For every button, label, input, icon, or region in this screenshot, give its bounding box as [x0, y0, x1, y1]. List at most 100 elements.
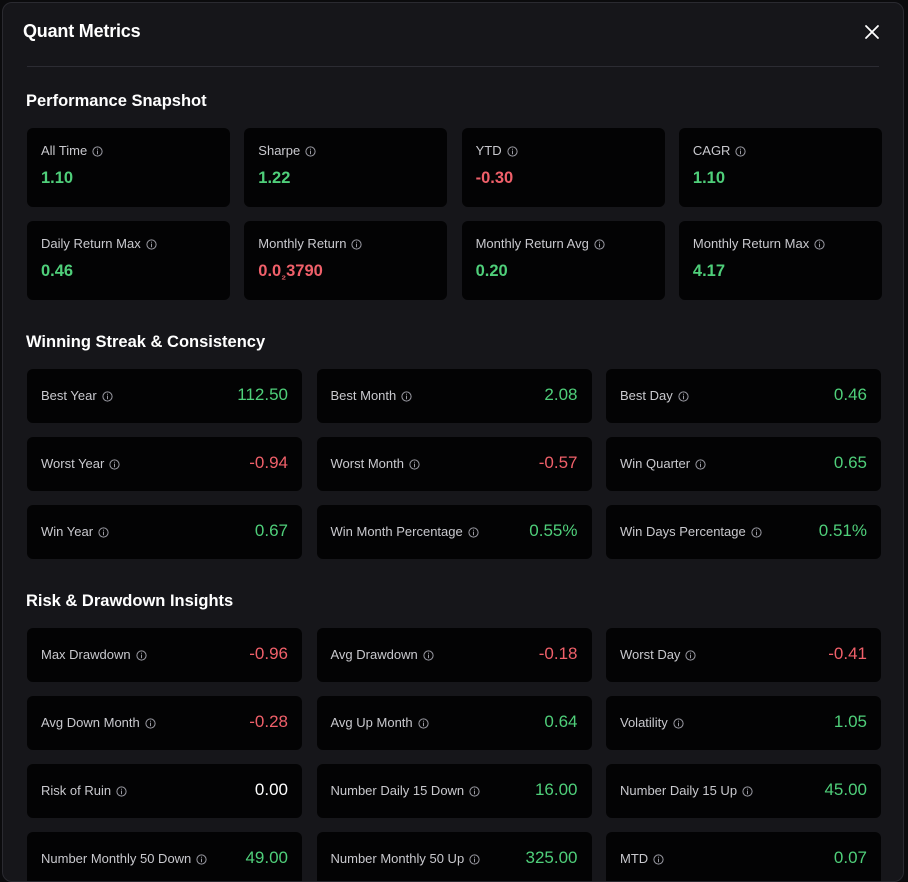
metric-card-monthly-return-max: Monthly Return Max 4.17: [678, 221, 882, 300]
metric-value: 1.10: [41, 169, 74, 187]
metric-value: 0.55%: [529, 521, 578, 540]
metric-value: 0.64: [544, 712, 578, 731]
info-icon[interactable]: [418, 717, 429, 729]
info-icon[interactable]: [751, 526, 762, 538]
metric-card-number-daily-15-down: Number Daily 15 Down 16.00: [316, 764, 592, 818]
info-icon[interactable]: [678, 390, 689, 402]
metric-card-monthly-return: Monthly Return 0.0₂3790: [244, 221, 448, 300]
metric-label: Avg Down Month: [41, 715, 140, 730]
metric-card-cagr: CAGR 1.10: [678, 128, 882, 207]
metric-value: 1.22: [258, 169, 291, 187]
metric-label: Monthly Return Avg: [475, 236, 589, 251]
info-icon[interactable]: [594, 238, 605, 250]
header-divider: [27, 66, 879, 67]
metric-card-risk-of-ruin: Risk of Ruin 0.00: [27, 764, 302, 818]
metric-label: Best Month: [330, 388, 397, 403]
metric-label: Worst Year: [41, 456, 105, 471]
info-icon[interactable]: [742, 785, 753, 797]
info-icon[interactable]: [92, 145, 103, 157]
metric-card-win-quarter: Win Quarter 0.65: [606, 437, 881, 491]
metric-card-mtd: MTD 0.07: [606, 832, 881, 881]
metric-card-monthly-return-avg: Monthly Return Avg 0.20: [461, 221, 665, 300]
metric-card-avg-down-month: Avg Down Month -0.28: [27, 696, 302, 750]
metric-value: 1.05: [833, 712, 867, 731]
metric-label: All Time: [41, 143, 88, 158]
info-icon[interactable]: [102, 390, 113, 402]
info-icon[interactable]: [109, 458, 120, 470]
metric-label: Volatility: [620, 715, 668, 730]
metric-card-daily-return-max: Daily Return Max 0.46: [27, 221, 230, 300]
info-icon[interactable]: [469, 785, 480, 797]
info-icon[interactable]: [305, 145, 316, 157]
metric-card-number-monthly-50-up: Number Monthly 50 Up 325.00: [316, 832, 592, 881]
info-icon[interactable]: [673, 717, 684, 729]
section-title-risk: Risk & Drawdown Insights: [26, 592, 234, 610]
metric-label: Risk of Ruin: [41, 783, 112, 798]
info-icon[interactable]: [685, 649, 697, 661]
metric-value: 0.07: [833, 848, 867, 867]
info-icon[interactable]: [814, 238, 825, 250]
info-icon[interactable]: [695, 458, 706, 470]
metric-label: Win Year: [41, 524, 94, 539]
metric-value: 4.17: [692, 262, 726, 280]
metric-label: Monthly Return Max: [692, 236, 810, 251]
info-icon[interactable]: [423, 649, 434, 661]
metric-label: Number Monthly 50 Down: [41, 851, 192, 866]
metric-value: 16.00: [534, 780, 578, 799]
metric-value: -0.41: [828, 644, 867, 663]
performance-grid: All Time 1.10 Sharpe 1.22 YTD -0.30 CAGR…: [27, 128, 882, 300]
metric-value: 0.46: [41, 262, 74, 280]
info-icon[interactable]: [653, 853, 664, 865]
info-icon[interactable]: [469, 853, 480, 865]
info-icon[interactable]: [135, 649, 147, 661]
metric-value: 0.20: [475, 262, 508, 280]
metric-card-all-time: All Time 1.10: [27, 128, 230, 207]
metric-label: Daily Return Max: [41, 236, 141, 251]
metric-label: Win Days Percentage: [620, 524, 746, 539]
metric-value: -0.96: [249, 644, 288, 663]
metric-card-best-month: Best Month 2.08: [316, 369, 592, 423]
metric-label: Number Daily 15 Down: [330, 783, 465, 798]
value-prefix: 0.0: [258, 262, 282, 280]
metric-card-number-daily-15-up: Number Daily 15 Up 45.00: [606, 764, 881, 818]
value-suffix: 3790: [286, 262, 323, 280]
metric-value: 0.46: [833, 385, 867, 404]
metric-label: Best Year: [41, 388, 97, 403]
metric-label: Monthly Return: [258, 236, 347, 251]
info-icon[interactable]: [409, 458, 420, 470]
info-icon[interactable]: [506, 145, 518, 157]
metric-value: 0.51%: [818, 521, 867, 540]
metric-value: -0.94: [249, 453, 288, 472]
info-icon[interactable]: [116, 785, 127, 797]
info-icon[interactable]: [351, 238, 363, 250]
metric-value: 0.0₂3790: [258, 262, 323, 282]
risk-grid: Max Drawdown -0.96 Avg Drawdown -0.18 Wo…: [27, 628, 881, 881]
metric-card-best-year: Best Year 112.50: [27, 369, 302, 423]
metric-value: -0.28: [249, 712, 288, 731]
modal-title: Quant Metrics: [23, 21, 141, 41]
info-icon[interactable]: [401, 390, 412, 402]
metric-label: MTD: [620, 851, 649, 866]
info-icon[interactable]: [735, 145, 747, 157]
metric-value: 0.00: [254, 780, 288, 799]
metric-label: Best Day: [620, 388, 673, 403]
metric-label: Sharpe: [258, 143, 301, 158]
metric-label: Avg Up Month: [330, 715, 413, 730]
metric-label: Number Daily 15 Up: [620, 783, 738, 798]
metric-card-best-day: Best Day 0.46: [606, 369, 881, 423]
metric-value: -0.57: [538, 453, 578, 472]
info-icon[interactable]: [146, 238, 157, 250]
info-icon[interactable]: [196, 853, 207, 865]
metric-value: 49.00: [245, 848, 288, 867]
metric-label: Number Monthly 50 Up: [330, 851, 465, 866]
info-icon[interactable]: [98, 526, 109, 538]
close-icon[interactable]: [863, 23, 881, 41]
metric-card-win-days-percentage: Win Days Percentage 0.51%: [606, 505, 881, 559]
info-icon[interactable]: [468, 526, 479, 538]
modal-header: Quant Metrics: [3, 3, 903, 67]
metric-label: Max Drawdown: [41, 647, 131, 662]
metric-value: 112.50: [237, 385, 288, 404]
info-icon[interactable]: [145, 717, 156, 729]
metric-card-avg-drawdown: Avg Drawdown -0.18: [316, 628, 592, 682]
